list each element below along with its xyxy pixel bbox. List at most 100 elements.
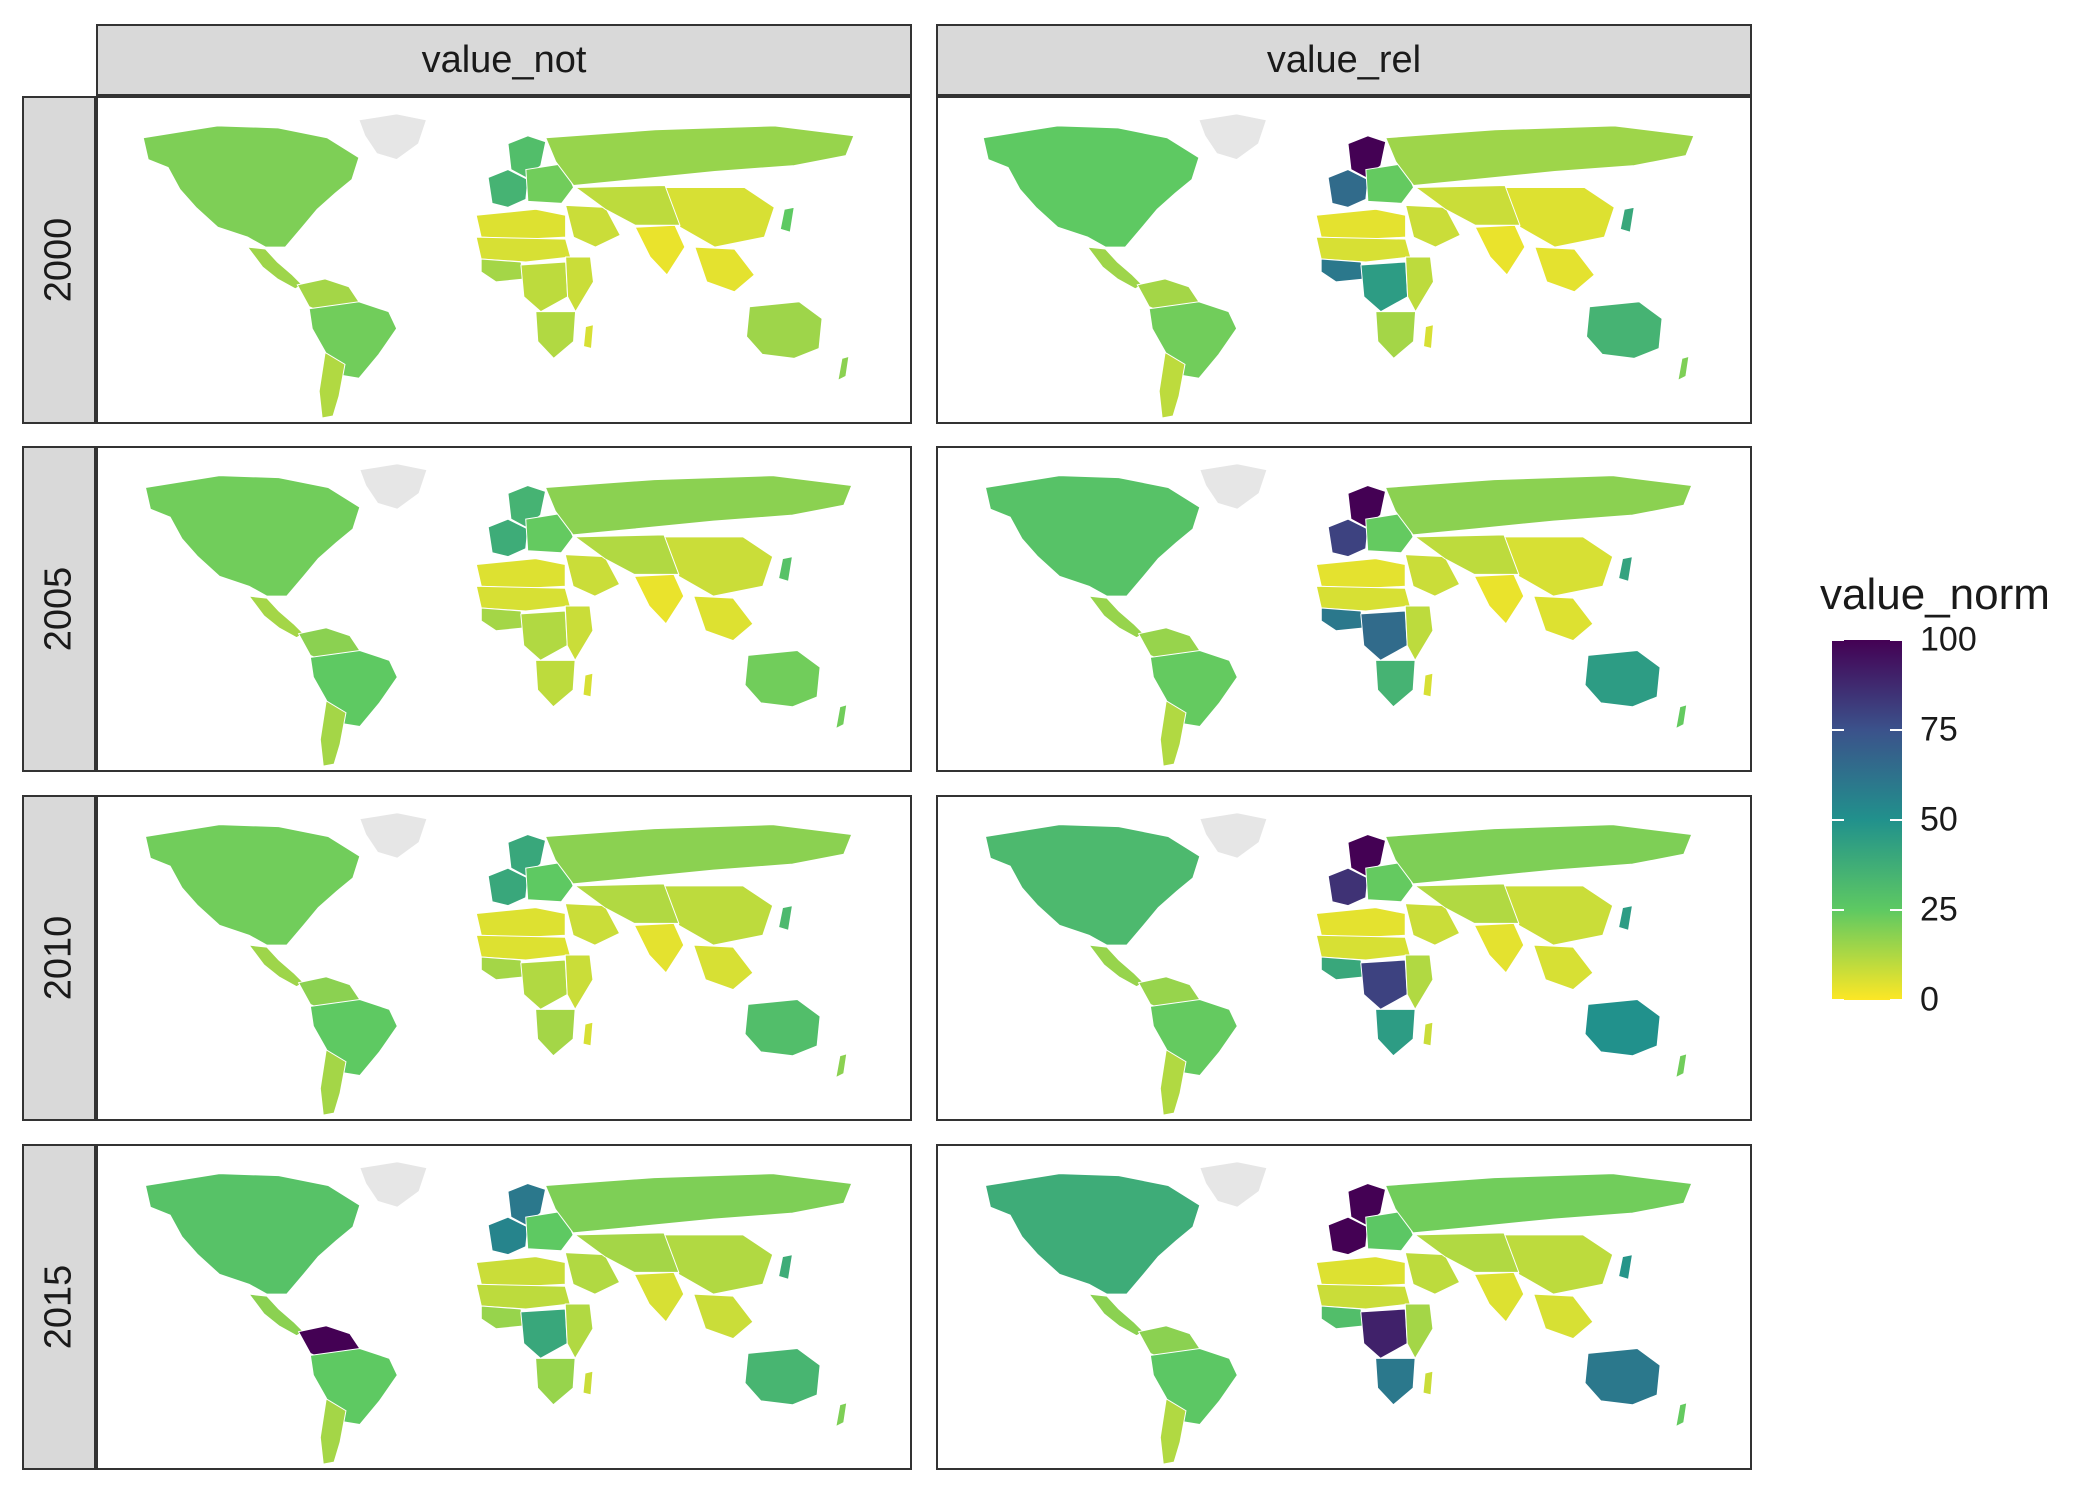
region-new-zealand	[837, 355, 850, 382]
region-sahel	[475, 585, 571, 612]
region-west-africa	[1320, 258, 1367, 283]
region-middle-east	[564, 554, 621, 597]
region-middle-east	[1404, 903, 1461, 946]
region-sahel	[475, 934, 571, 961]
region-southeast-asia	[692, 595, 754, 642]
region-brazil	[308, 301, 398, 379]
region-western-europe	[1327, 169, 1369, 208]
region-china	[1504, 186, 1615, 248]
region-south-asia	[1473, 922, 1525, 974]
region-north-america	[984, 475, 1201, 597]
region-western-europe	[487, 169, 529, 208]
region-brazil	[1149, 998, 1238, 1077]
region-greenland	[1198, 113, 1268, 161]
region-central-america	[248, 944, 305, 988]
region-russia	[1384, 475, 1693, 536]
row-strip-2015-label: 2015	[37, 1264, 80, 1350]
region-central-africa	[520, 959, 568, 1010]
row-strip-2010: 2010	[22, 795, 96, 1121]
region-russia	[1384, 1173, 1693, 1234]
legend-tick-label-0: 0	[1920, 980, 1939, 1019]
region-sahel	[1315, 236, 1412, 263]
region-south-asia	[633, 1271, 685, 1323]
region-australia	[1585, 301, 1663, 359]
region-east-africa	[1404, 1303, 1434, 1360]
region-new-zealand	[1675, 1402, 1688, 1428]
map-panel-value-rel-2010	[936, 795, 1752, 1121]
region-southern-africa	[1375, 311, 1417, 360]
map-svg-value_rel-2005	[984, 463, 1693, 767]
region-southeast-asia	[692, 944, 754, 991]
region-north-africa	[1315, 558, 1406, 589]
region-russia	[545, 125, 855, 186]
region-central-america	[248, 1293, 305, 1337]
region-madagascar	[1422, 1370, 1434, 1396]
region-sahel	[1315, 1283, 1411, 1310]
region-new-zealand	[1675, 704, 1688, 730]
legend-tick-label-100: 100	[1920, 620, 1977, 659]
region-southeast-asia	[1532, 944, 1594, 991]
region-western-europe	[487, 1216, 529, 1256]
region-central-africa	[1360, 959, 1408, 1010]
region-japan	[778, 1254, 794, 1280]
region-north-america	[144, 475, 361, 597]
region-south-america-south	[1158, 351, 1186, 419]
region-southern-africa	[535, 311, 577, 360]
region-southern-africa	[535, 1008, 576, 1057]
region-greenland	[1199, 463, 1268, 510]
row-strip-2005-label: 2005	[37, 566, 80, 652]
region-north-africa	[1315, 907, 1406, 938]
map-panel-value-rel-2015	[936, 1144, 1752, 1470]
region-central-america	[1086, 246, 1144, 290]
region-east-africa	[564, 605, 594, 662]
region-australia	[1584, 998, 1661, 1057]
region-new-zealand	[1677, 355, 1690, 382]
region-china	[664, 186, 775, 248]
region-brazil	[309, 649, 398, 728]
region-south-america-south	[1159, 1049, 1187, 1116]
legend-tick-label-50: 50	[1920, 800, 1958, 839]
region-madagascar	[582, 1021, 594, 1047]
region-japan	[779, 206, 795, 233]
region-scandinavia	[1347, 135, 1387, 179]
region-middle-east	[564, 903, 621, 946]
map-panel-value-not-2015	[96, 1144, 912, 1470]
region-madagascar	[1422, 323, 1435, 350]
region-china	[1503, 536, 1614, 597]
region-southeast-asia	[1534, 246, 1596, 293]
region-central-america	[1088, 944, 1145, 988]
region-new-zealand	[835, 1402, 848, 1428]
region-south-asia	[633, 922, 685, 974]
region-central-africa	[1360, 1308, 1408, 1359]
region-central-africa	[520, 1308, 568, 1359]
region-australia	[744, 649, 821, 708]
region-south-asia	[633, 573, 685, 625]
region-middle-east	[1404, 204, 1461, 248]
region-japan	[1618, 556, 1634, 582]
region-greenland	[358, 113, 428, 161]
region-greenland	[359, 463, 428, 510]
region-western-europe	[487, 518, 529, 558]
region-china	[663, 536, 774, 597]
region-madagascar	[582, 672, 594, 698]
region-southeast-asia	[1532, 595, 1594, 642]
region-greenland	[359, 812, 428, 859]
row-strip-2000: 2000	[22, 96, 96, 424]
column-strip-value-rel: value_rel	[936, 24, 1752, 96]
region-south-america-south	[319, 1398, 347, 1465]
region-japan	[778, 905, 794, 931]
map-panel-value-not-2000	[96, 96, 912, 424]
region-west-africa	[480, 607, 527, 632]
region-north-africa	[475, 907, 566, 938]
region-southeast-asia	[694, 246, 756, 293]
region-greenland	[1199, 1161, 1268, 1208]
region-central-asia	[1413, 1232, 1520, 1273]
region-east-africa	[565, 256, 594, 313]
region-south-america-south	[318, 351, 346, 419]
region-southeast-asia	[692, 1293, 754, 1340]
region-scandinavia	[507, 1183, 547, 1226]
region-central-america	[248, 595, 305, 639]
region-west-africa	[480, 956, 527, 981]
region-south-america-south	[1159, 1398, 1187, 1465]
